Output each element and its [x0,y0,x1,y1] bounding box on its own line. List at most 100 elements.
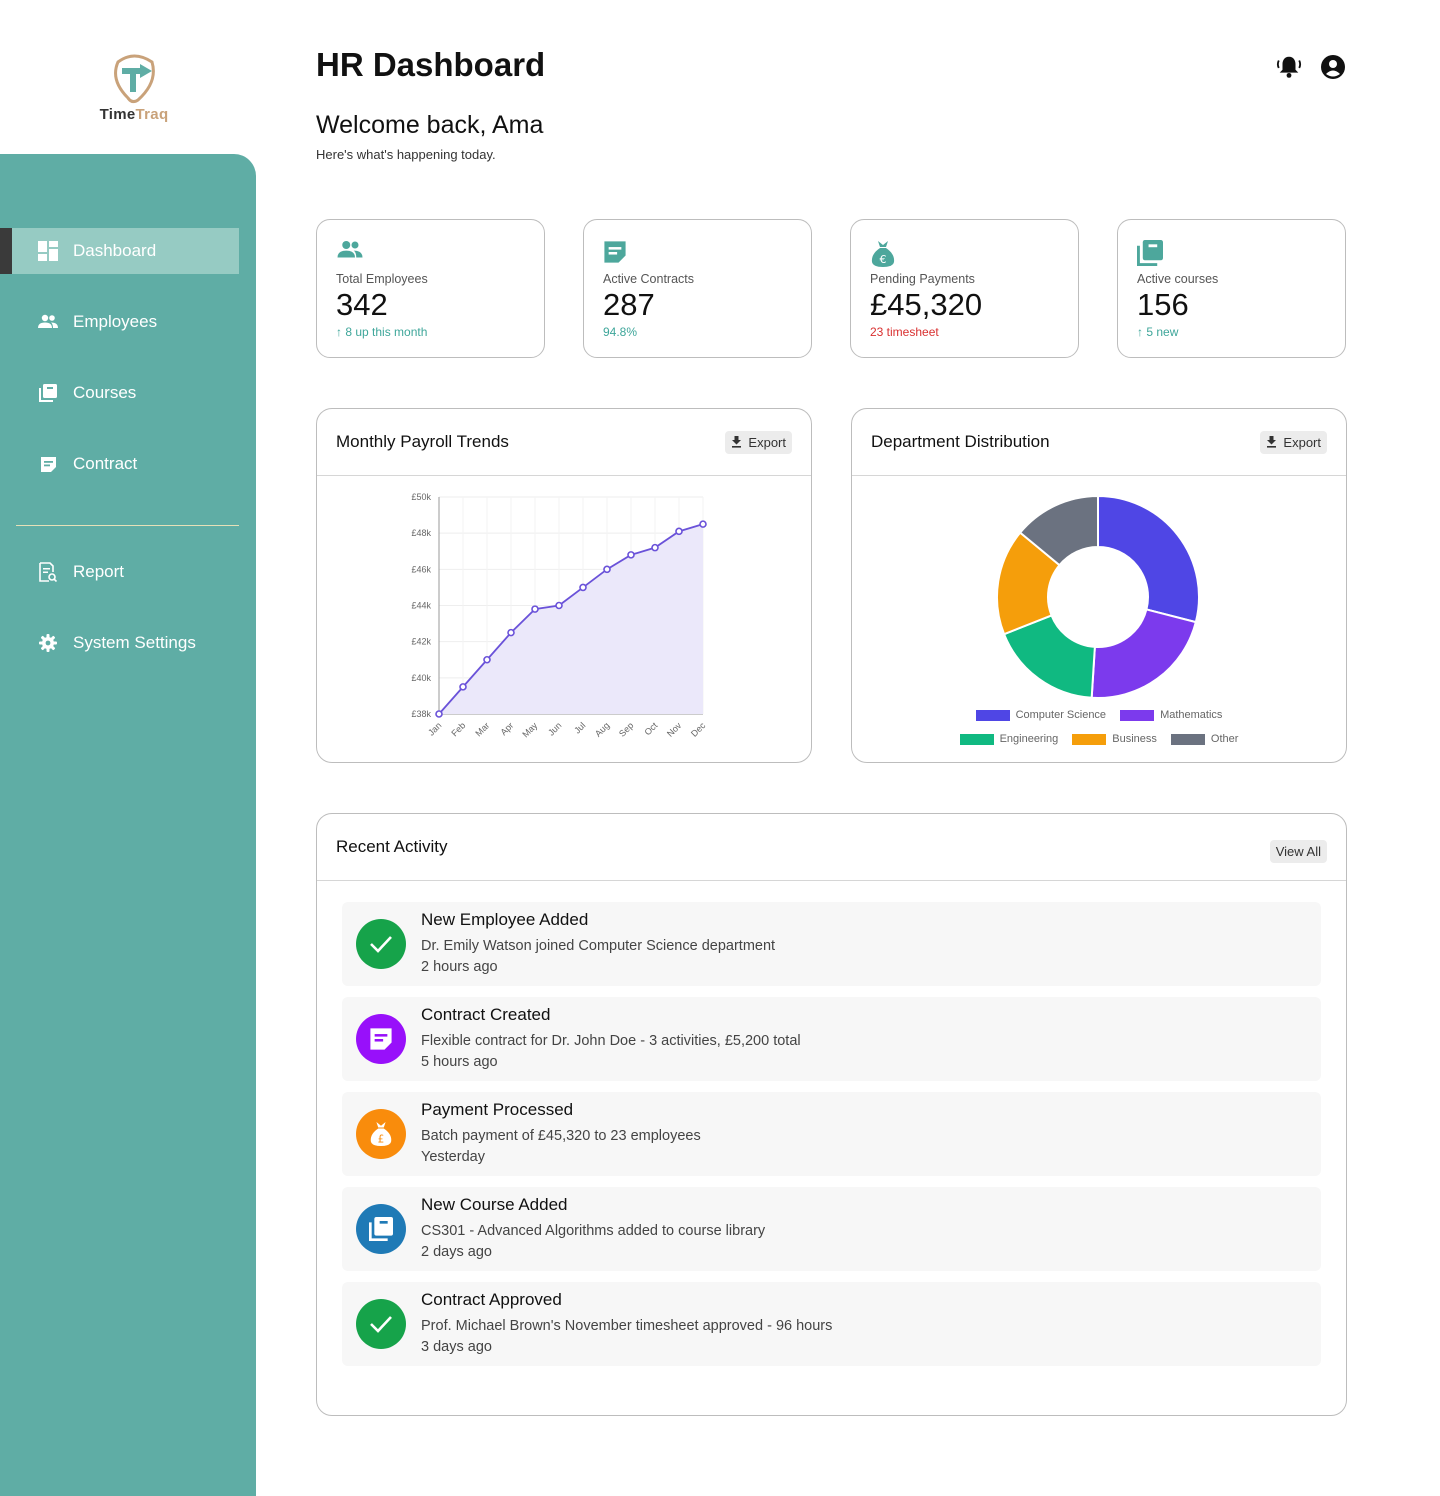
department-panel: Department Distribution Export Computer … [851,408,1347,763]
payroll-line-chart: £38k £40k £42k £44k £46k £48k £50k Jan Feb Mar Apr… [411,492,708,739]
sidebar-item-contract[interactable]: Contract [12,441,239,487]
money-bag-icon: £ [356,1109,406,1159]
activity-title: Contract Approved [421,1290,562,1309]
legend-item[interactable]: Engineering [959,733,1058,745]
bell-icon[interactable] [1276,54,1302,80]
activity-desc: Flexible contract for Dr. John Doe - 3 a… [421,1033,801,1049]
header-actions [1276,54,1346,80]
stat-value: £45,320 [870,287,983,322]
download-icon [1267,436,1277,448]
sidebar-item-system-settings[interactable]: System Settings [12,620,239,666]
panel-title: Recent Activity [336,837,448,856]
legend-item[interactable]: Other [1170,733,1238,745]
people-icon [38,312,58,332]
y-tick-label: £44k [411,601,431,611]
stat-card-active-contracts: Active Contracts 287 94.8% [583,219,812,358]
data-point [627,551,635,559]
data-point [579,583,587,592]
list-item[interactable]: Contract Created Flexible contract for D… [342,997,1321,1081]
data-point [435,710,443,718]
y-tick-label: £40k [411,673,431,683]
list-item[interactable]: New Course Added CS301 - Advanced Algori… [342,1187,1321,1271]
sidebar-item-label: Contract [73,454,138,473]
chart-legend: Engineering Business Other [852,733,1346,745]
activity-time: 5 hours ago [421,1054,498,1070]
activity-time: 3 days ago [421,1339,492,1355]
activity-title: Payment Processed [421,1100,574,1119]
list-item[interactable]: New Employee Added Dr. Emily Watson join… [342,902,1321,986]
export-button[interactable]: Export [725,430,792,454]
stat-label: Active courses [1137,272,1219,286]
sidebar-item-label: Dashboard [73,241,157,260]
stat-label: Total Employees [336,272,428,286]
panel-header: Department Distribution Export [852,409,1346,476]
welcome-subtitle: Here's what's happening today. [316,147,496,162]
note-icon [603,240,631,266]
page-title: HR Dashboard [316,46,546,83]
pie-slice [1018,494,1099,567]
x-tick-label: May [520,720,539,739]
nav-divider [16,525,239,526]
active-indicator [0,228,12,274]
x-tick-label: Dec [689,720,708,739]
legend-item[interactable]: Computer Science [975,709,1106,721]
data-point [507,628,515,637]
x-tick-label: Jun [546,720,563,737]
note-icon [38,454,58,474]
activity-desc: CS301 - Advanced Algorithms added to cou… [421,1223,766,1239]
library-icon [1137,240,1165,266]
panel-title: Department Distribution [871,432,1050,451]
gear-icon [38,633,58,653]
x-tick-label: Sep [617,720,635,738]
stat-card-active-courses: Active courses 156 ↑ 5 new [1117,219,1346,358]
data-point [651,543,659,552]
stat-value: 342 [336,287,388,322]
arrow-up-icon: ↑ [336,325,342,339]
export-button[interactable]: Export [1260,430,1327,454]
legend-item[interactable]: Business [1072,733,1157,745]
legend-item[interactable]: Mathematics [1120,709,1222,721]
data-point [459,683,467,691]
sidebar-item-courses[interactable]: Courses [12,370,239,416]
report-icon [38,562,58,582]
logo: TimeTraq [94,52,174,128]
series-line [438,523,704,715]
library-icon [356,1204,406,1254]
activity-title: New Employee Added [421,910,589,929]
sidebar-item-dashboard[interactable]: Dashboard [12,228,239,274]
data-point [675,527,683,536]
stat-label: Pending Payments [870,272,975,286]
svg-text:£: £ [378,1134,384,1145]
y-tick-label: £38k [411,709,431,719]
list-item[interactable]: £ Payment Processed Batch payment of £45… [342,1092,1321,1176]
panel-header: Monthly Payroll Trends Export [317,409,811,476]
sidebar-item-employees[interactable]: Employees [12,299,239,345]
stat-note: 23 timesheet [870,325,939,339]
recent-activity-panel: Recent Activity View All New Employee Ad… [316,813,1347,1416]
activity-desc: Dr. Emily Watson joined Computer Science… [421,938,776,954]
x-tick-label: Apr [498,720,515,737]
y-tick-label: £46k [411,564,431,574]
arrow-up-icon: ↑ [1137,325,1143,339]
stat-note: ↑ 5 new [1137,325,1179,339]
welcome-text: Welcome back, Ama [316,111,544,139]
y-tick-label: £48k [411,528,431,538]
stat-card-total-employees: Total Employees 342 ↑ 8 up this month [316,219,545,358]
dashboard-icon [38,241,58,261]
chart-legend: Computer Science Mathematics [852,709,1346,721]
list-item[interactable]: Contract Approved Prof. Michael Brown's … [342,1282,1321,1366]
account-icon[interactable] [1320,54,1346,80]
view-all-button[interactable]: View All [1269,839,1327,863]
activity-title: New Course Added [421,1195,568,1214]
y-tick-label: £42k [411,637,431,647]
sidebar-item-report[interactable]: Report [12,549,239,595]
activity-desc: Batch payment of £45,320 to 23 employees [421,1128,701,1144]
area-fill [439,524,703,714]
x-tick-label: Jan [426,720,443,737]
data-point [699,520,707,528]
panel-title: Monthly Payroll Trends [336,432,509,451]
pie-slice [1097,494,1200,624]
money-bag-icon: € [870,240,898,267]
payroll-panel: Monthly Payroll Trends Export £38k £40k £4… [316,408,812,763]
activity-time: 2 hours ago [421,959,498,975]
